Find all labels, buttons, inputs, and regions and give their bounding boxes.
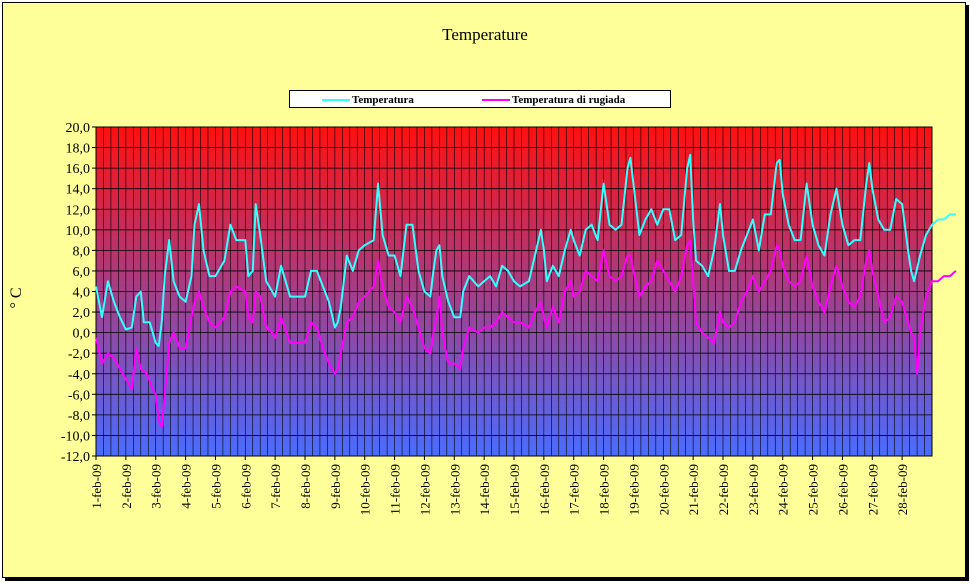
x-tick-label: 10-feb-09 xyxy=(358,464,373,515)
x-tick-label: 11-feb-09 xyxy=(388,464,403,515)
y-tick-label: 12,0 xyxy=(66,203,91,218)
x-tick-label: 4-feb-09 xyxy=(179,464,194,509)
y-tick-label: 2,0 xyxy=(73,306,91,321)
x-tick-label: 16-feb-09 xyxy=(537,464,552,515)
legend-swatch-temperatura xyxy=(322,99,350,102)
x-tick-label: 14-feb-09 xyxy=(477,464,492,515)
y-tick-label: -12,0 xyxy=(61,450,90,465)
x-tick-label: 21-feb-09 xyxy=(686,464,701,515)
x-tick-label: 20-feb-09 xyxy=(656,464,671,515)
legend-item-temperatura: Temperatura xyxy=(322,93,414,107)
x-tick-label: 26-feb-09 xyxy=(835,464,850,515)
x-tick-label: 13-feb-09 xyxy=(447,464,462,515)
series-line-0 xyxy=(95,153,956,347)
x-tick-label: 24-feb-09 xyxy=(776,464,791,515)
x-tick-label: 19-feb-09 xyxy=(626,464,641,515)
x-tick-label: 12-feb-09 xyxy=(417,464,432,515)
x-tick-label: 2-feb-09 xyxy=(119,464,134,509)
y-tick-label: 14,0 xyxy=(66,183,91,198)
y-ticks: 20,0 18,0 16,0 14,0 12,0 10,0 8,0 6,0 4,0 2,0 0,0 -… xyxy=(61,121,96,465)
y-tick-label: 18,0 xyxy=(66,142,91,157)
y-tick-label: 16,0 xyxy=(66,162,91,177)
y-tick-label: 4,0 xyxy=(73,286,91,301)
legend: Temperatura Temperatura di rugiada xyxy=(289,90,671,108)
y-tick-label: -2,0 xyxy=(68,347,90,362)
series-line-1 xyxy=(95,239,957,429)
legend-swatch-rugiada xyxy=(482,99,510,102)
grid xyxy=(95,126,933,457)
x-tick-label: 15-feb-09 xyxy=(507,464,522,515)
series-group xyxy=(95,153,957,429)
legend-item-rugiada: Temperatura di rugiada xyxy=(482,93,625,107)
x-tick-label: 6-feb-09 xyxy=(238,464,253,509)
y-tick-label: -6,0 xyxy=(68,388,90,403)
x-tick-label: 9-feb-09 xyxy=(328,464,343,509)
y-tick-label: -8,0 xyxy=(68,409,90,424)
x-ticks: 1-feb-09 2-feb-09 3-feb-09 4-feb-09 5-feb-09… xyxy=(89,456,910,515)
x-tick-label: 23-feb-09 xyxy=(746,464,761,515)
y-tick-label: 0,0 xyxy=(73,327,91,342)
y-tick-label: 20,0 xyxy=(66,121,91,136)
chart-title: Temperature xyxy=(442,25,528,44)
x-tick-label: 18-feb-09 xyxy=(597,464,612,515)
y-tick-label: 10,0 xyxy=(66,224,91,239)
x-tick-label: 1-feb-09 xyxy=(89,464,104,509)
y-tick-label: 8,0 xyxy=(73,244,91,259)
y-tick-label: -4,0 xyxy=(68,368,90,383)
x-tick-label: 28-feb-09 xyxy=(895,464,910,515)
y-tick-label: 6,0 xyxy=(73,265,91,280)
x-tick-label: 25-feb-09 xyxy=(806,464,821,515)
x-tick-label: 17-feb-09 xyxy=(567,464,582,515)
x-tick-label: 22-feb-09 xyxy=(716,464,731,515)
x-tick-label: 8-feb-09 xyxy=(298,464,313,509)
y-tick-label: -10,0 xyxy=(61,429,90,444)
x-tick-label: 3-feb-09 xyxy=(149,464,164,509)
legend-label-temperatura: Temperatura xyxy=(352,94,414,106)
x-tick-label: 27-feb-09 xyxy=(865,464,880,515)
x-tick-label: 5-feb-09 xyxy=(208,464,223,509)
x-tick-label: 7-feb-09 xyxy=(268,464,283,509)
legend-label-rugiada: Temperatura di rugiada xyxy=(512,94,626,106)
